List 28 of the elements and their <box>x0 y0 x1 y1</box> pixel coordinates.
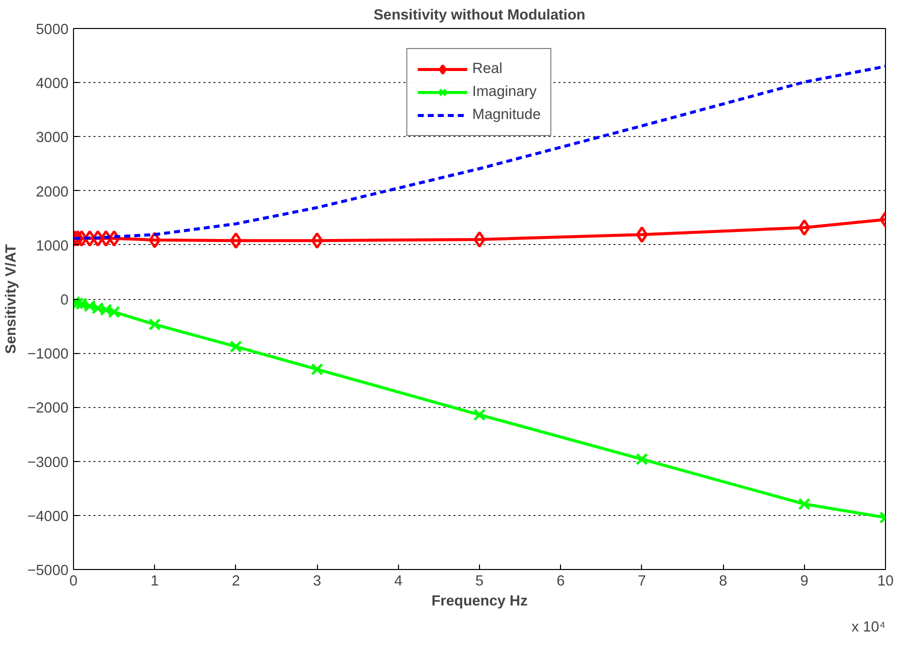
x-tick-label: 2 <box>232 574 240 590</box>
x-tick-label: 3 <box>313 574 322 590</box>
y-tick-label: 4000 <box>36 76 69 92</box>
y-tick-label: 0 <box>60 292 69 308</box>
x-axis-title: Frequency Hz <box>431 594 528 610</box>
y-tick-label: 3000 <box>36 130 69 146</box>
y-axis-title: Sensitivity V/AT <box>3 244 20 354</box>
y-tick-label: −5000 <box>27 563 69 579</box>
x-tick-label: 5 <box>475 574 484 590</box>
text: x 10⁴ <box>852 620 886 636</box>
x-tick-label: 6 <box>556 574 565 590</box>
y-tick-label: 1000 <box>36 238 69 254</box>
x-tick-label: 9 <box>800 574 808 590</box>
x-tick-label: 10 <box>877 574 894 590</box>
legend-label: Magnitude <box>472 107 541 123</box>
y-tick-label: 5000 <box>36 22 69 38</box>
y-tick-label: 2000 <box>36 184 69 200</box>
x-tick-label: 1 <box>150 574 159 590</box>
y-tick-label: −2000 <box>27 400 69 417</box>
y-tick-label: −4000 <box>27 508 69 525</box>
y-tick-label: −3000 <box>27 454 69 471</box>
y-tick-label: −1000 <box>27 346 69 363</box>
x-tick-label: 7 <box>638 574 646 590</box>
x-tick-label: 4 <box>394 574 402 590</box>
legend-label: Imaginary <box>472 84 537 100</box>
legend-label: Real <box>472 61 502 77</box>
chart-title: Sensitivity without Modulation <box>374 8 586 24</box>
x-tick-label: 8 <box>719 574 728 590</box>
